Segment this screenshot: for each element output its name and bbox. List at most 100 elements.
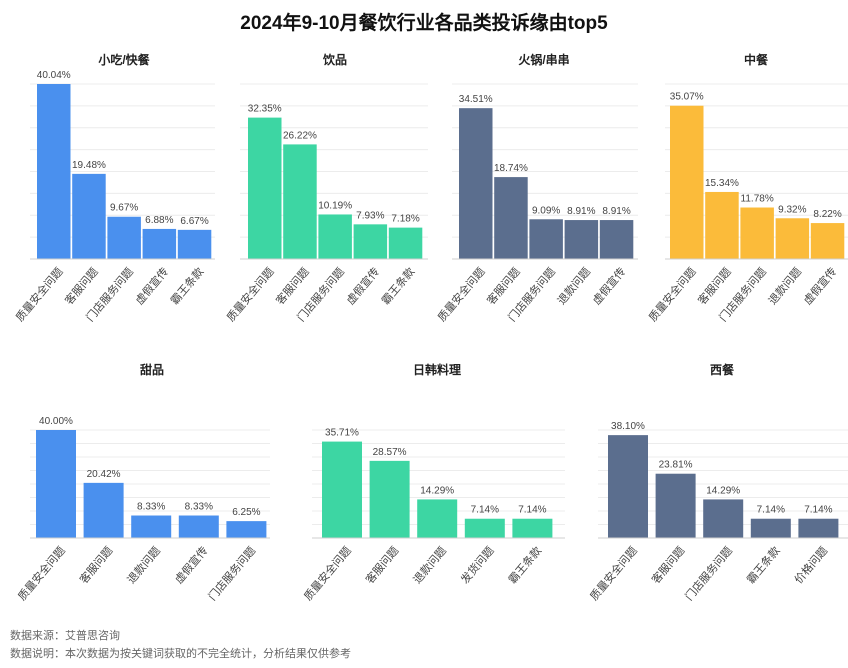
chart-1: 小吃/快餐40.04%质量安全问题19.48%客服问题9.67%门店服务问题6.…	[12, 52, 215, 324]
chart-2: 饮品32.35%质量安全问题26.22%客服问题10.19%门店服务问题7.93…	[223, 52, 428, 324]
footer-note: 数据说明：本次数据为按关键词获取的不完全统计，分析结果仅供参考	[10, 648, 351, 660]
bar	[178, 515, 219, 538]
chart-6: 日韩料理 35.71% 质量安全问题 28.57% 客服问题 14.29% 退款问题 7.14…	[301, 362, 565, 603]
tick-label: 虚假宣传	[800, 265, 839, 308]
bar	[107, 216, 141, 259]
data-label: 28.57%	[373, 447, 407, 458]
tick-label: 客服问题	[484, 265, 523, 308]
bar	[703, 499, 744, 538]
tick-label: 虚假宣传	[589, 265, 628, 308]
bar	[131, 515, 172, 538]
bar	[705, 191, 739, 259]
chart-title: 中餐	[744, 52, 769, 67]
tick-label: 霸王条款	[505, 544, 544, 587]
chart-title: 甜品	[140, 362, 164, 377]
tick-label: 虚假宣传	[343, 265, 382, 308]
data-label: 7.14%	[518, 505, 546, 516]
tick-label: 退款问题	[765, 265, 804, 308]
bar	[388, 227, 423, 259]
data-label: 8.33%	[137, 502, 165, 513]
bar	[37, 84, 71, 259]
tick-label: 客服问题	[695, 265, 734, 308]
bar	[248, 117, 282, 259]
tick-label: 退款问题	[410, 544, 449, 587]
chart-title: 小吃/快餐	[98, 52, 150, 67]
bar	[810, 223, 845, 259]
bar	[775, 218, 810, 259]
tick-label: 虚假宣传	[132, 265, 171, 308]
data-label: 10.19%	[318, 200, 352, 211]
bar	[740, 207, 774, 259]
tick-label: 霸王条款	[167, 265, 206, 308]
bar	[655, 473, 696, 538]
tick-label: 门店服务问题	[682, 544, 735, 604]
tick-label: 霸王条款	[378, 265, 417, 308]
chart-title: 日韩料理	[413, 362, 461, 377]
bar	[353, 224, 388, 259]
data-label: 14.29%	[706, 485, 740, 496]
data-label: 32.35%	[248, 104, 282, 115]
data-label: 7.14%	[757, 505, 785, 516]
data-label: 8.22%	[813, 209, 841, 220]
bar	[318, 214, 352, 259]
page-title: 2024年9-10月餐饮行业各品类投诉缘由top5	[240, 13, 608, 34]
chart-3: 火锅/串串34.51%质量安全问题18.74%客服问题9.09%门店服务问题8.…	[434, 52, 638, 324]
tick-label: 客服问题	[648, 544, 687, 587]
bar	[798, 518, 839, 538]
data-label: 6.67%	[180, 216, 208, 227]
data-label: 7.93%	[356, 210, 384, 221]
data-label: 40.00%	[39, 416, 73, 427]
tick-label: 质量安全问题	[587, 544, 640, 604]
bar	[36, 430, 76, 538]
bar	[512, 518, 553, 538]
tick-label: 发货问题	[458, 544, 497, 587]
tick-label: 退款问题	[124, 544, 163, 587]
bar	[177, 229, 212, 259]
tick-label: 霸王条款	[744, 544, 783, 587]
data-label: 19.48%	[72, 160, 106, 171]
data-label: 26.22%	[283, 130, 317, 141]
data-label: 14.29%	[420, 485, 454, 496]
data-label: 35.07%	[670, 92, 704, 103]
tick-label: 质量安全问题	[434, 265, 487, 325]
data-label: 15.34%	[705, 178, 739, 189]
data-label: 38.10%	[611, 421, 645, 432]
data-label: 18.74%	[494, 163, 528, 174]
data-label: 11.78%	[741, 194, 774, 205]
data-label: 35.71%	[325, 428, 359, 439]
bar	[417, 499, 458, 538]
data-label: 40.04%	[37, 70, 71, 81]
data-label: 20.42%	[87, 469, 121, 480]
bar	[369, 460, 410, 538]
data-label: 8.91%	[602, 206, 630, 217]
data-label: 9.32%	[778, 204, 806, 215]
data-label: 9.67%	[110, 203, 138, 214]
tick-label: 客服问题	[62, 265, 101, 308]
footer-source: 数据来源：艾普思咨询	[10, 630, 120, 642]
chart-4: 中餐35.07%质量安全问题15.34%客服问题11.78%门店服务问题9.32…	[645, 52, 848, 324]
chart-5: 甜品 40.00% 质量安全问题 20.42% 客服问题 8.33% 退款问题 8.33% 虚假…	[15, 362, 270, 603]
tick-label: 质量安全问题	[223, 265, 276, 325]
chart-title: 饮品	[322, 52, 347, 67]
data-label: 8.91%	[567, 206, 595, 217]
tick-label: 门店服务问题	[205, 544, 258, 604]
data-label: 6.25%	[232, 507, 260, 518]
bar	[464, 518, 505, 538]
bar	[670, 105, 704, 259]
bar	[322, 441, 362, 538]
data-label: 8.33%	[185, 502, 213, 513]
tick-label: 质量安全问题	[15, 544, 68, 604]
bar	[72, 173, 106, 259]
bar	[608, 435, 648, 538]
bar	[599, 220, 634, 259]
tick-label: 质量安全问题	[12, 265, 65, 325]
bar	[564, 220, 599, 259]
tick-label: 客服问题	[76, 544, 115, 587]
tick-label: 虚假宣传	[172, 544, 211, 587]
bar	[142, 228, 177, 259]
tick-label: 客服问题	[362, 544, 401, 587]
data-label: 6.88%	[145, 215, 173, 226]
data-label: 7.14%	[471, 505, 499, 516]
chart-title: 火锅/串串	[518, 52, 569, 67]
chart-title: 西餐	[710, 362, 735, 377]
